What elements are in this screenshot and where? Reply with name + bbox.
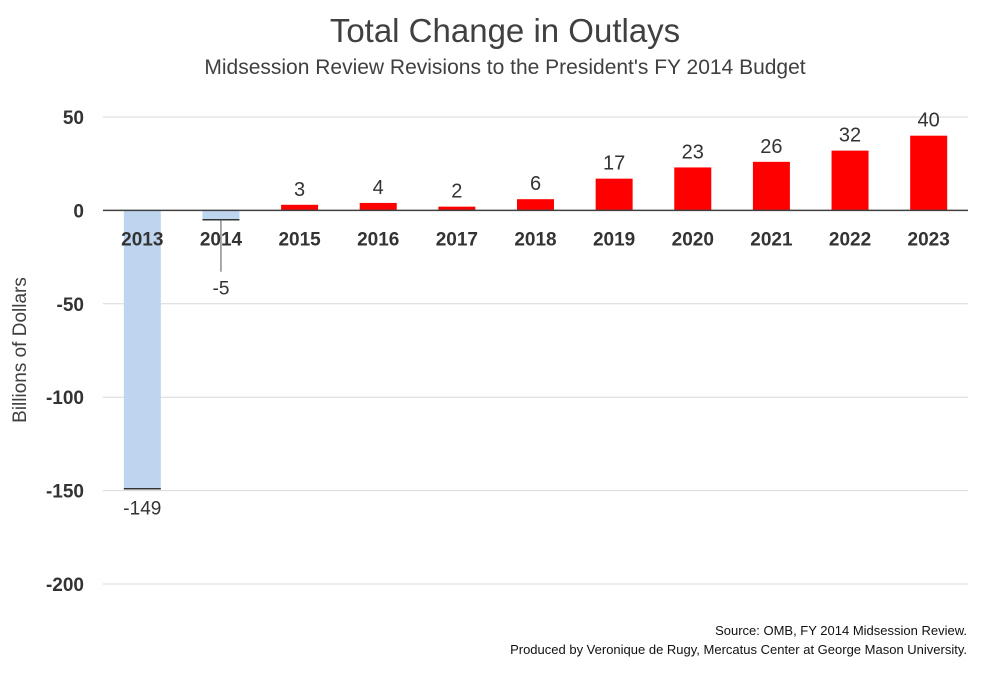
data-label: 26 (760, 136, 782, 158)
x-tick-label: 2015 (278, 229, 321, 250)
data-label: 40 (918, 110, 940, 132)
x-tick-label: 2013 (121, 229, 163, 250)
x-tick-label: 2018 (514, 229, 556, 250)
x-tick-label: 2022 (829, 229, 871, 250)
bar-2018 (517, 199, 554, 211)
x-tick-label: 2014 (200, 229, 243, 250)
bar-2020 (674, 167, 712, 211)
data-label: 3 (294, 179, 305, 201)
x-tick-label: 2017 (436, 229, 478, 250)
data-label: 23 (682, 141, 704, 163)
x-tick-label: 2016 (357, 229, 399, 250)
bar-2014 (202, 210, 240, 220)
chart-subtitle: Midsession Review Revisions to the Presi… (204, 56, 806, 79)
bar-2016 (359, 202, 397, 211)
source-note: Source: OMB, FY 2014 Midsession Review. (715, 623, 967, 638)
data-label: 6 (530, 173, 541, 195)
x-tick-label: 2021 (750, 229, 793, 250)
x-axis-ticks: 2013 2014 2015 2016 2017 2018 2019 2020 2021 2022… (121, 229, 950, 250)
data-label: -149 (123, 499, 161, 520)
y-tick-label: 50 (63, 108, 84, 129)
bar-2021 (752, 161, 790, 211)
bar-2013 (123, 210, 161, 489)
y-axis-ticks: 50 0 -50 -100 -150 -200 (46, 108, 84, 596)
bar-2019 (595, 178, 633, 211)
y-tick-label: -200 (46, 575, 84, 596)
data-label: 2 (451, 181, 462, 203)
bar-2022 (831, 150, 869, 211)
y-tick-label: -150 (46, 482, 84, 503)
y-axis-title: Billions of Dollars (10, 277, 31, 423)
data-label: 4 (373, 177, 384, 199)
bars (123, 135, 948, 490)
bar-2017 (438, 206, 476, 211)
gridlines (103, 116, 968, 585)
chart-title: Total Change in Outlays (329, 12, 681, 49)
y-tick-label: -50 (57, 295, 84, 316)
y-tick-label: 0 (73, 201, 84, 222)
x-tick-label: 2019 (593, 229, 635, 250)
data-label: -5 (213, 279, 230, 300)
bar-2023 (910, 135, 948, 211)
bar-2015 (281, 204, 319, 211)
y-tick-label: -100 (46, 388, 84, 409)
data-label: 17 (603, 153, 625, 175)
x-tick-label: 2020 (672, 229, 714, 250)
credit-note: Produced by Veronique de Rugy, Mercatus … (510, 642, 967, 657)
data-label: 32 (839, 125, 861, 147)
x-tick-label: 2023 (908, 229, 950, 250)
